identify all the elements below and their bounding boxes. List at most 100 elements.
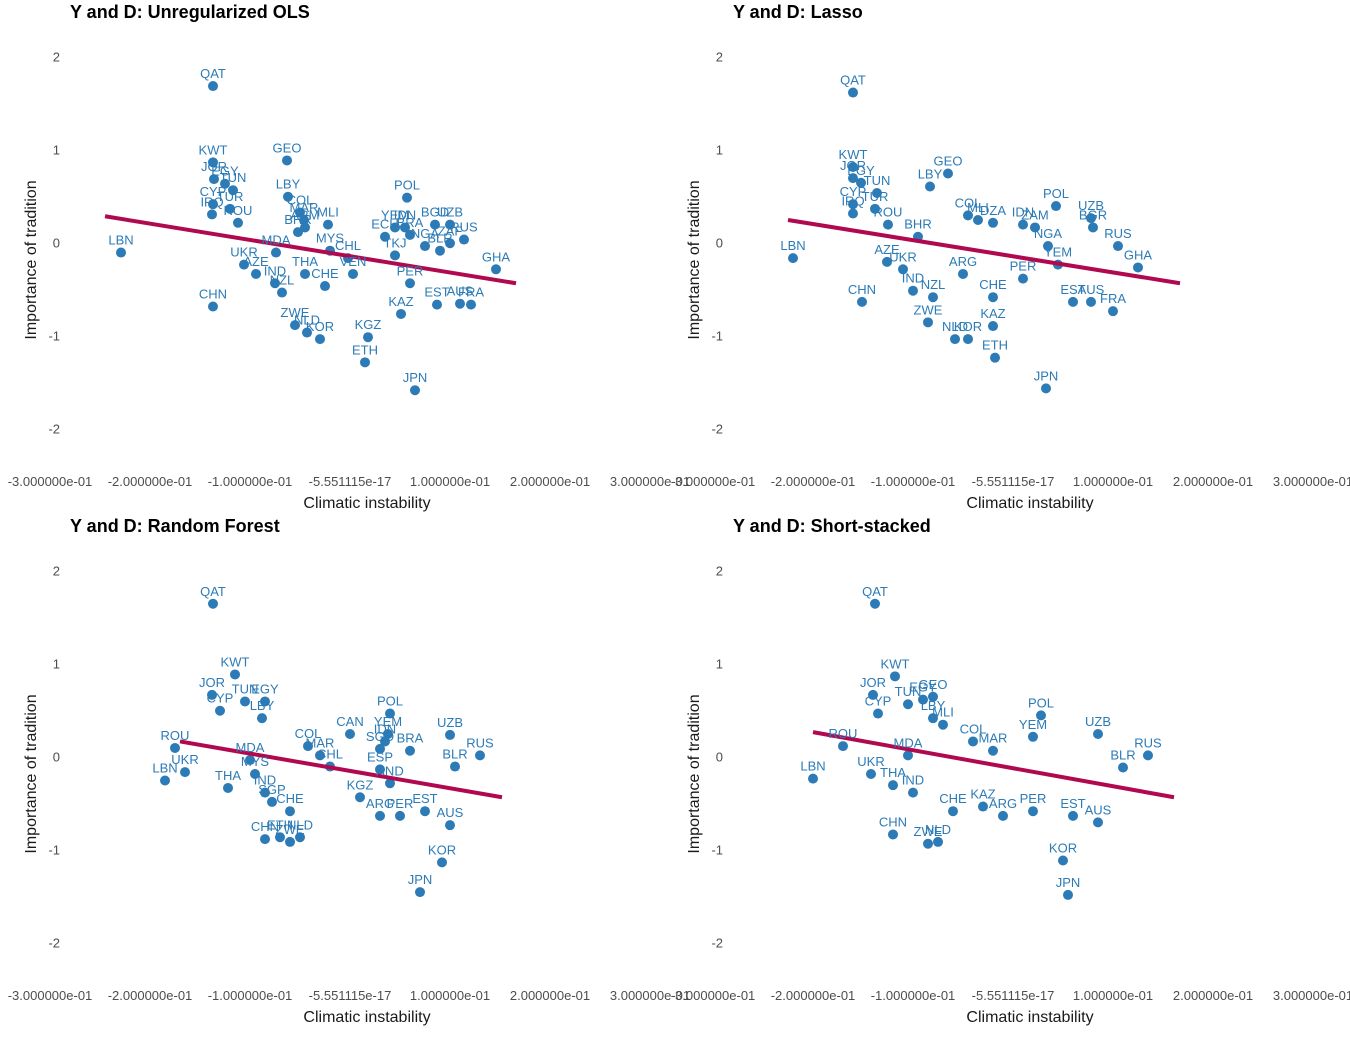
data-point	[1068, 810, 1078, 821]
data-point	[1036, 710, 1046, 721]
point-label: KGZ	[355, 317, 382, 332]
data-point	[315, 334, 325, 345]
data-point	[300, 268, 310, 279]
data-point	[220, 178, 230, 189]
data-point	[405, 745, 415, 756]
data-point	[380, 231, 390, 242]
data-point	[420, 806, 430, 817]
point-label: THA	[292, 254, 318, 269]
point-label: AUS	[1078, 282, 1105, 297]
point-label: PER	[397, 263, 424, 278]
y-tick-label: 0	[53, 235, 60, 250]
y-tick-label: 1	[53, 142, 60, 157]
point-label: JOR	[199, 675, 225, 690]
point-label: COL	[287, 193, 314, 208]
point-label: ZWE	[276, 822, 305, 837]
y-tick-label: -1	[711, 328, 723, 343]
point-label: SGP	[258, 782, 285, 797]
data-point	[888, 829, 898, 840]
y-tick-label: 2	[716, 563, 723, 578]
point-label: KAZ	[970, 787, 995, 802]
data-point	[315, 750, 325, 761]
point-label: CHN	[879, 814, 907, 829]
data-point	[963, 334, 973, 345]
point-label: ZWE	[281, 305, 310, 320]
data-point	[437, 857, 447, 868]
y-tick-label: 1	[53, 656, 60, 671]
point-label: ROU	[829, 726, 858, 741]
x-tick-label: 1.000000e-01	[1073, 474, 1153, 489]
point-label: DZA	[980, 203, 1006, 218]
fit-line	[812, 730, 1175, 800]
y-tick-label: 2	[53, 49, 60, 64]
point-label: AZE	[874, 242, 900, 257]
data-point	[988, 321, 998, 332]
point-label: KWT	[839, 147, 868, 162]
data-point	[848, 173, 858, 184]
x-tick-label: -1.000000e-01	[208, 474, 293, 489]
point-label: LBY	[250, 698, 275, 713]
data-point	[1028, 806, 1038, 817]
x-tick-label: -1.000000e-01	[208, 988, 293, 1003]
data-point	[345, 729, 355, 739]
data-point	[988, 217, 998, 228]
point-label: UZB	[437, 715, 463, 730]
y-axis-title: Importance of tradition	[686, 180, 703, 339]
chart-title: Y and D: Random Forest	[70, 516, 280, 536]
point-label: RUS	[1134, 735, 1162, 750]
data-point	[355, 792, 365, 803]
point-label: UKR	[230, 245, 257, 260]
data-point	[978, 801, 988, 812]
x-tick-label: -5.551115e-17	[972, 988, 1055, 1003]
point-label: TUR	[217, 189, 244, 204]
point-label: JOR	[840, 158, 866, 173]
point-label: GHA	[482, 249, 511, 264]
point-label: CAN	[336, 714, 363, 729]
data-point	[788, 253, 798, 264]
points-group	[788, 87, 1143, 394]
data-point	[323, 219, 333, 230]
y-tick-label: -1	[48, 842, 60, 857]
data-point	[1018, 273, 1028, 284]
x-tick-label: -5.551115e-17	[309, 988, 392, 1003]
point-label: POL	[1043, 186, 1069, 201]
data-point	[1063, 889, 1073, 900]
point-label: BGR	[1079, 207, 1107, 222]
point-label: ETH	[352, 342, 378, 357]
point-label: AUS	[437, 805, 464, 820]
point-label: UKR	[889, 249, 916, 264]
data-point	[260, 696, 270, 707]
point-label: NGA	[1034, 226, 1063, 241]
data-point	[888, 780, 898, 791]
data-point	[405, 278, 415, 289]
data-point	[838, 741, 848, 752]
point-label: ZWE	[914, 302, 943, 317]
point-label: LBN	[780, 238, 805, 253]
point-label: UZB	[437, 205, 463, 220]
data-point	[848, 199, 858, 210]
x-tick-label: 3.000000e-01	[610, 988, 690, 1003]
data-point	[208, 199, 218, 210]
point-label: UZB	[1085, 714, 1111, 729]
point-label: JOR	[201, 159, 227, 174]
point-label: EGY	[251, 681, 279, 696]
y-tick-label: -2	[48, 935, 60, 950]
point-label: TUN	[864, 173, 891, 188]
data-point	[848, 208, 858, 219]
point-label: MDA	[236, 740, 265, 755]
data-point	[420, 241, 430, 252]
data-point	[363, 332, 373, 343]
x-axis-title: Climatic instability	[966, 495, 1093, 512]
point-label: BHR	[904, 217, 931, 232]
axes-group: -2 -1 0 1 2 -3.000000e-01 -2.000000e-01 -1.0000…	[671, 49, 1350, 512]
data-point	[923, 838, 933, 849]
data-point	[299, 215, 309, 225]
x-tick-label: 1.000000e-01	[410, 474, 490, 489]
point-label: COL	[960, 721, 987, 736]
points-group	[116, 81, 501, 396]
scatter-plot: -2 -1 0 1 2 -3.000000e-01 -2.000000e-01 -1.0000…	[671, 563, 1350, 1026]
point-label: ZWE	[914, 824, 943, 839]
data-point	[245, 755, 255, 766]
x-tick-label: 1.000000e-01	[410, 988, 490, 1003]
data-point	[475, 750, 485, 761]
